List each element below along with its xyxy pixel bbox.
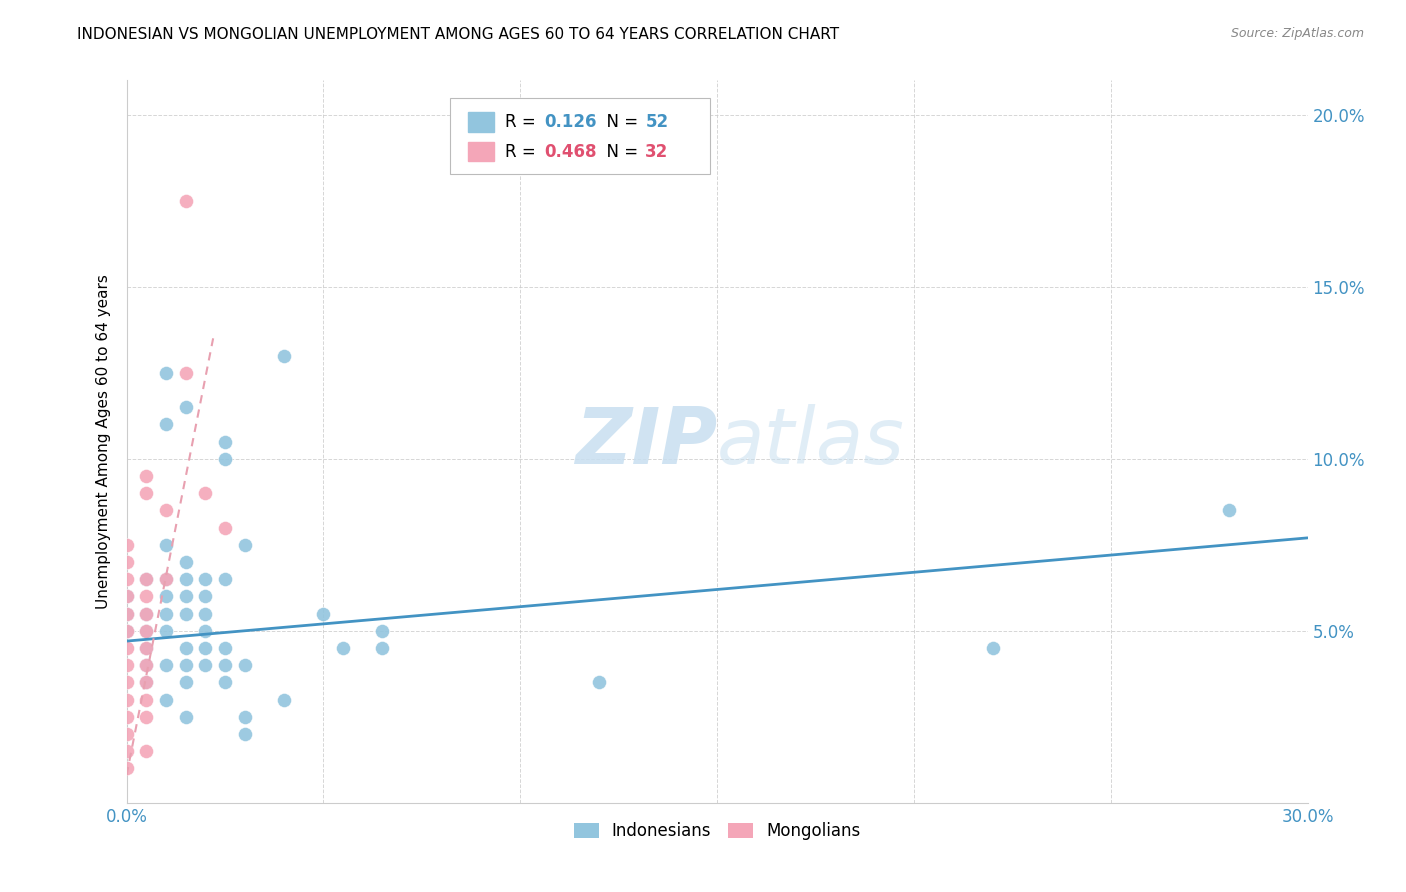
Point	[194, 486, 217, 500]
Point	[115, 658, 138, 673]
Point	[135, 624, 157, 638]
Point	[1218, 503, 1240, 517]
Text: atlas: atlas	[717, 403, 905, 480]
Text: 52: 52	[645, 113, 668, 131]
Point	[115, 640, 138, 655]
Point	[194, 590, 217, 604]
Point	[115, 538, 138, 552]
Point	[214, 640, 236, 655]
Point	[115, 761, 138, 775]
Point	[194, 572, 217, 586]
Point	[135, 640, 157, 655]
Point	[135, 572, 157, 586]
Point	[155, 624, 177, 638]
Text: Source: ZipAtlas.com: Source: ZipAtlas.com	[1230, 27, 1364, 40]
Point	[155, 417, 177, 432]
Point	[135, 607, 157, 621]
Point	[115, 590, 138, 604]
Point	[233, 658, 256, 673]
Point	[174, 710, 197, 724]
Text: 0.468: 0.468	[544, 143, 596, 161]
Point	[115, 607, 138, 621]
Point	[233, 727, 256, 741]
Point	[135, 607, 157, 621]
Point	[115, 555, 138, 569]
Point	[115, 744, 138, 758]
Point	[174, 640, 197, 655]
Point	[155, 607, 177, 621]
Point	[214, 434, 236, 449]
Point	[371, 624, 394, 638]
Point	[135, 486, 157, 500]
Point	[155, 590, 177, 604]
Text: ZIP: ZIP	[575, 403, 717, 480]
Point	[273, 349, 295, 363]
Point	[135, 692, 157, 706]
Point	[214, 451, 236, 466]
Point	[135, 675, 157, 690]
Point	[115, 727, 138, 741]
Point	[135, 658, 157, 673]
Point	[233, 538, 256, 552]
Point	[115, 607, 138, 621]
Point	[174, 590, 197, 604]
Point	[194, 658, 217, 673]
Point	[115, 710, 138, 724]
Text: 32: 32	[645, 143, 669, 161]
Point	[115, 624, 138, 638]
Point	[115, 692, 138, 706]
Point	[155, 503, 177, 517]
Point	[155, 366, 177, 380]
Point	[135, 744, 157, 758]
Text: 0.126: 0.126	[544, 113, 596, 131]
Text: N =: N =	[596, 143, 644, 161]
Point	[174, 400, 197, 414]
Point	[155, 572, 177, 586]
Point	[194, 624, 217, 638]
Point	[135, 624, 157, 638]
Point	[371, 640, 394, 655]
Text: INDONESIAN VS MONGOLIAN UNEMPLOYMENT AMONG AGES 60 TO 64 YEARS CORRELATION CHART: INDONESIAN VS MONGOLIAN UNEMPLOYMENT AMO…	[77, 27, 839, 42]
Point	[214, 658, 236, 673]
Point	[135, 675, 157, 690]
Text: R =: R =	[505, 113, 541, 131]
Point	[155, 538, 177, 552]
Point	[115, 590, 138, 604]
Point	[981, 640, 1004, 655]
Point	[135, 658, 157, 673]
Point	[115, 624, 138, 638]
Point	[194, 640, 217, 655]
Point	[174, 607, 197, 621]
Point	[588, 675, 610, 690]
Point	[214, 572, 236, 586]
Point	[174, 572, 197, 586]
Point	[115, 675, 138, 690]
Point	[135, 590, 157, 604]
Point	[174, 658, 197, 673]
Point	[174, 366, 197, 380]
Y-axis label: Unemployment Among Ages 60 to 64 years: Unemployment Among Ages 60 to 64 years	[96, 274, 111, 609]
Point	[135, 710, 157, 724]
Point	[135, 469, 157, 483]
Point	[174, 675, 197, 690]
Point	[214, 675, 236, 690]
Point	[115, 572, 138, 586]
Legend: Indonesians, Mongolians: Indonesians, Mongolians	[565, 814, 869, 848]
Point	[332, 640, 354, 655]
Text: R =: R =	[505, 143, 541, 161]
Point	[174, 555, 197, 569]
Point	[155, 572, 177, 586]
Point	[214, 520, 236, 534]
Point	[233, 710, 256, 724]
Point	[174, 194, 197, 208]
Point	[155, 658, 177, 673]
Point	[273, 692, 295, 706]
Point	[155, 692, 177, 706]
Point	[135, 640, 157, 655]
Point	[194, 607, 217, 621]
Text: N =: N =	[596, 113, 644, 131]
Point	[312, 607, 335, 621]
Point	[135, 572, 157, 586]
